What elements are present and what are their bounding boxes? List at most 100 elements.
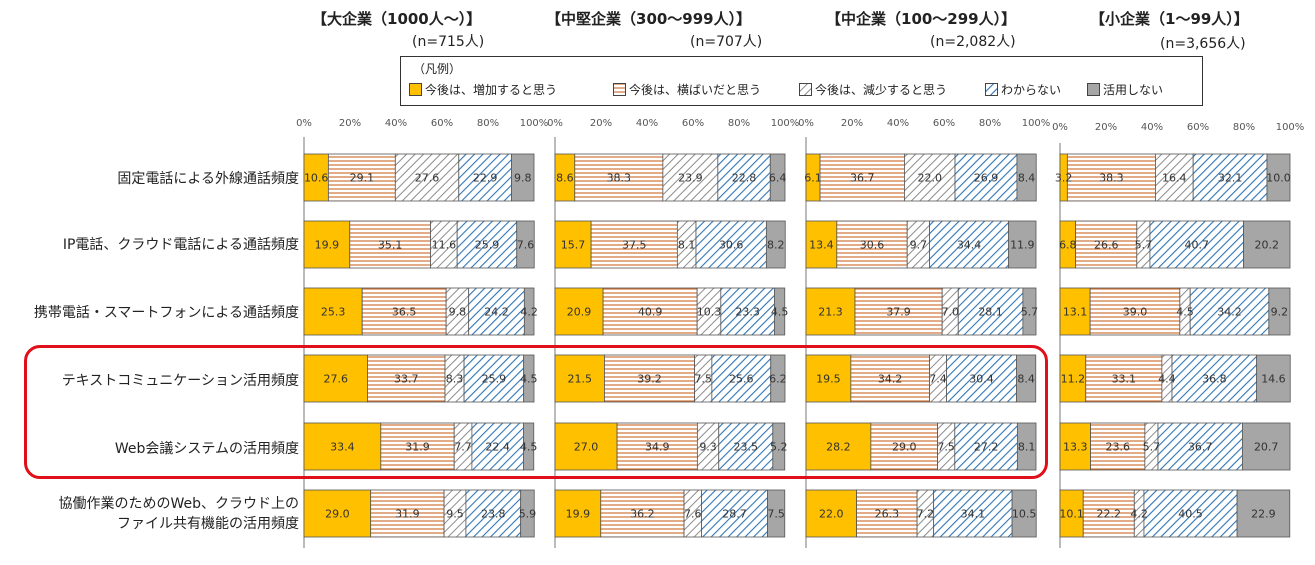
legend-title: （凡例） bbox=[413, 62, 462, 76]
bar-unknown-g1-r0 bbox=[717, 153, 771, 202]
row-label-4: Web会議システムの活用頻度 bbox=[114, 441, 299, 457]
data-label-notused-g0-r3: 4.5 bbox=[520, 373, 538, 386]
bar-unknown-g3-r2 bbox=[1189, 287, 1270, 336]
data-label-decrease-g3-r0: 16.4 bbox=[1162, 172, 1187, 185]
legend-swatch-decrease bbox=[799, 83, 812, 96]
bar-flat-g3-r0 bbox=[1066, 153, 1156, 202]
data-label-increase-g3-r4: 13.3 bbox=[1063, 441, 1088, 454]
bar-unknown-g3-r0 bbox=[1192, 153, 1268, 202]
bar-notused-g2-r4 bbox=[1016, 422, 1037, 471]
bar-notused-g2-r5 bbox=[1011, 489, 1037, 538]
data-label-flat-g2-r4: 29.0 bbox=[892, 441, 917, 454]
data-label-decrease-g3-r5: 4.2 bbox=[1130, 508, 1148, 521]
bar-decrease-g0-r1 bbox=[430, 220, 458, 269]
legend-swatch-unknown bbox=[985, 83, 998, 96]
data-label-decrease-g3-r3: 4.4 bbox=[1158, 373, 1176, 386]
legend-item-flat: 今後は、横ばいだと思う bbox=[613, 81, 761, 98]
bar-flat-g3-r4 bbox=[1090, 422, 1146, 471]
bar-notused-g0-r1 bbox=[516, 220, 535, 269]
data-label-increase-g0-r5: 29.0 bbox=[325, 508, 350, 521]
row-label-5b: ファイル共有機能の活用頻度 bbox=[117, 516, 299, 532]
bar-notused-g1-r0 bbox=[769, 153, 786, 202]
data-label-increase-g3-r0: 3.2 bbox=[1055, 172, 1073, 185]
data-label-unknown-g3-r0: 32.1 bbox=[1218, 172, 1243, 185]
bar-flat-g3-r1 bbox=[1075, 220, 1138, 269]
data-label-decrease-g1-r1: 8.1 bbox=[678, 239, 696, 252]
legend-swatch-notused bbox=[1087, 83, 1100, 96]
x-tick-label-g1-0: 0% bbox=[547, 118, 563, 129]
data-label-decrease-g3-r4: 5.7 bbox=[1143, 441, 1161, 454]
group-title-small: 【小企業（1～99人）】 bbox=[1090, 10, 1249, 28]
bar-notused-g0-r2 bbox=[523, 287, 535, 336]
data-label-unknown-g0-r1: 25.9 bbox=[475, 239, 500, 252]
bar-flat-g1-r4 bbox=[616, 422, 698, 471]
legend-label-unknown: わからない bbox=[1001, 83, 1062, 97]
x-tick-label-g0-2: 40% bbox=[385, 118, 407, 129]
row-label-1: IP電話、クラウド電話による通話頻度 bbox=[62, 237, 299, 253]
x-tick-label-g1-2: 40% bbox=[636, 118, 658, 129]
data-label-flat-g1-r3: 39.2 bbox=[637, 373, 662, 386]
bar-notused-g0-r0 bbox=[511, 153, 535, 202]
bar-flat-g2-r0 bbox=[819, 153, 905, 202]
bar-unknown-g1-r1 bbox=[695, 220, 767, 269]
bar-increase-g0-r4 bbox=[303, 422, 382, 471]
bar-increase-g2-r4 bbox=[805, 422, 872, 471]
data-label-flat-g2-r5: 26.3 bbox=[875, 508, 900, 521]
data-label-decrease-g2-r2: 7.0 bbox=[941, 306, 959, 319]
legend-item-notused: 活用しない bbox=[1087, 81, 1163, 98]
data-label-notused-g2-r2: 5.7 bbox=[1021, 306, 1039, 319]
data-label-decrease-g2-r5: 7.2 bbox=[917, 508, 935, 521]
data-label-notused-g0-r2: 4.2 bbox=[520, 306, 538, 319]
data-label-unknown-g3-r3: 36.8 bbox=[1202, 373, 1227, 386]
bar-increase-g0-r3 bbox=[303, 354, 368, 403]
x-tick-label-g3-3: 60% bbox=[1187, 122, 1209, 133]
data-label-increase-g2-r0: 6.1 bbox=[804, 172, 822, 185]
data-label-unknown-g2-r4: 27.2 bbox=[974, 441, 999, 454]
data-label-decrease-g0-r0: 27.6 bbox=[415, 172, 440, 185]
data-label-decrease-g3-r2: 4.5 bbox=[1176, 306, 1194, 319]
data-label-flat-g1-r0: 38.3 bbox=[607, 172, 632, 185]
data-label-increase-g1-r2: 20.9 bbox=[567, 306, 592, 319]
bar-increase-g3-r2 bbox=[1059, 287, 1091, 336]
data-label-decrease-g0-r3: 8.3 bbox=[446, 373, 464, 386]
x-tick-label-g1-5: 100% bbox=[771, 118, 800, 129]
data-label-unknown-g1-r4: 23.5 bbox=[734, 441, 759, 454]
legend-label-decrease: 今後は、減少すると思う bbox=[815, 83, 948, 97]
x-tick-label-g0-3: 60% bbox=[431, 118, 453, 129]
x-tick-label-g0-5: 100% bbox=[520, 118, 549, 129]
bar-decrease-g0-r0 bbox=[394, 153, 460, 202]
group-n-mid: (n=707人) bbox=[690, 34, 763, 50]
data-label-notused-g3-r4: 20.7 bbox=[1254, 441, 1279, 454]
data-label-flat-g3-r4: 23.6 bbox=[1105, 441, 1130, 454]
data-label-unknown-g0-r4: 22.4 bbox=[485, 441, 510, 454]
bar-notused-g3-r3 bbox=[1256, 354, 1291, 403]
x-tick-label-g1-1: 20% bbox=[590, 118, 612, 129]
bar-notused-g3-r4 bbox=[1241, 422, 1291, 471]
bar-notused-g1-r1 bbox=[765, 220, 786, 269]
x-tick-label-g3-5: 100% bbox=[1276, 122, 1305, 133]
bar-flat-g0-r4 bbox=[380, 422, 455, 471]
row-label-3: テキストコミュニケーション活用頻度 bbox=[61, 373, 299, 389]
data-label-flat-g2-r3: 34.2 bbox=[878, 373, 903, 386]
data-label-decrease-g1-r5: 7.6 bbox=[684, 508, 702, 521]
bar-unknown-g3-r4 bbox=[1157, 422, 1243, 471]
bar-unknown-g2-r4 bbox=[954, 422, 1018, 471]
data-label-increase-g0-r0: 10.6 bbox=[304, 172, 329, 185]
bar-increase-g2-r5 bbox=[805, 489, 857, 538]
x-tick-label-g0-1: 20% bbox=[339, 118, 361, 129]
bar-flat-g0-r3 bbox=[367, 354, 446, 403]
x-tick-label-g2-5: 100% bbox=[1022, 118, 1051, 129]
bar-flat-g0-r2 bbox=[361, 287, 447, 336]
bar-unknown-g3-r5 bbox=[1143, 489, 1238, 538]
data-label-flat-g0-r4: 31.9 bbox=[405, 441, 430, 454]
data-label-unknown-g1-r1: 30.6 bbox=[719, 239, 744, 252]
bar-flat-g3-r2 bbox=[1089, 287, 1181, 336]
data-label-flat-g2-r0: 36.7 bbox=[850, 172, 875, 185]
bar-unknown-g0-r0 bbox=[458, 153, 512, 202]
data-label-decrease-g3-r1: 5.7 bbox=[1135, 239, 1153, 252]
data-label-flat-g3-r5: 22.2 bbox=[1097, 508, 1122, 521]
bar-flat-g0-r5 bbox=[370, 489, 445, 538]
bar-flat-g2-r1 bbox=[836, 220, 908, 269]
data-label-unknown-g1-r2: 23.3 bbox=[735, 306, 760, 319]
